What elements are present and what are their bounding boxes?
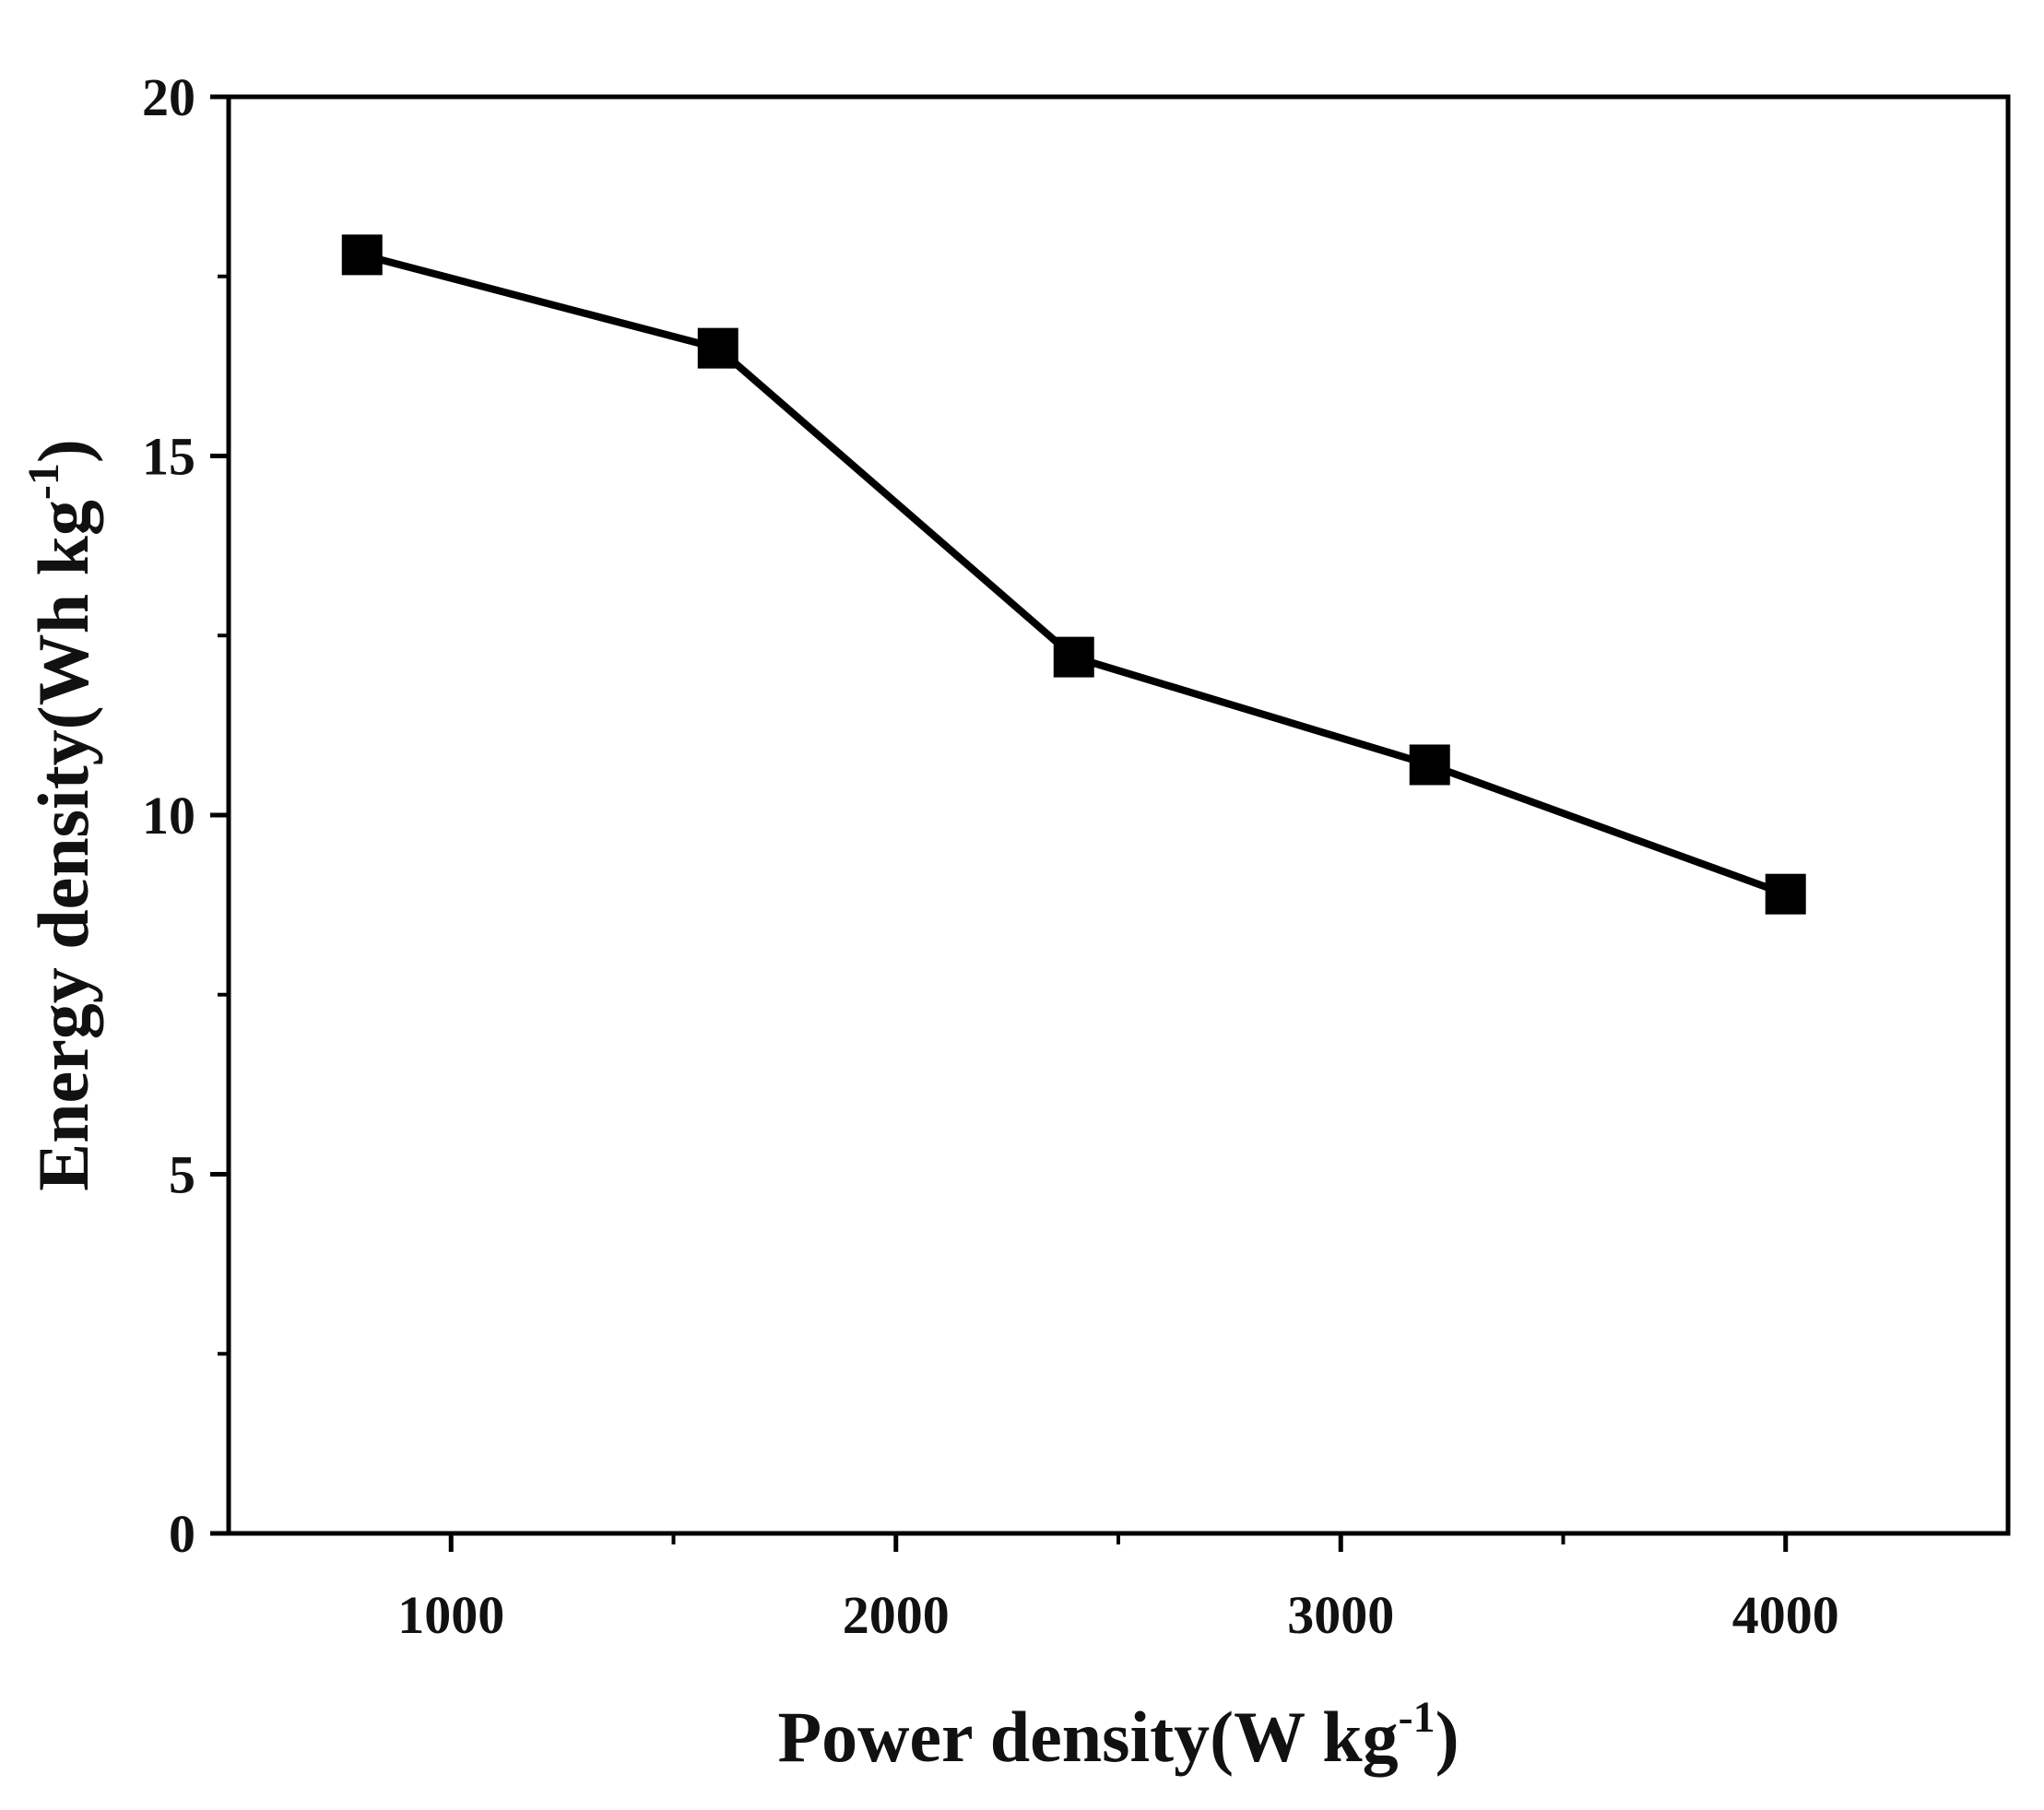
y-axis-title: Energy density(Wh kg-1) — [19, 439, 103, 1191]
data-point — [1053, 636, 1094, 678]
y-tick-label: 10 — [142, 786, 195, 846]
x-axis-ticks: 1000 2000 3000 4000 — [397, 1533, 1839, 1645]
y-tick-label: 20 — [142, 67, 195, 127]
data-point — [1765, 873, 1806, 915]
data-point — [697, 327, 738, 369]
y-axis-title-end: ) — [23, 439, 103, 463]
x-tick-label: 4000 — [1732, 1585, 1839, 1645]
x-tick-label: 2000 — [843, 1585, 950, 1645]
x-axis-title: Power density(W kg-1) — [777, 1693, 1459, 1777]
data-point — [1409, 744, 1450, 786]
y-tick-label: 15 — [142, 427, 195, 487]
x-axis-title-superscript: -1 — [1399, 1693, 1436, 1742]
series-line — [360, 251, 1788, 898]
series-group — [341, 234, 1806, 915]
x-tick-label: 1000 — [397, 1585, 504, 1645]
y-tick-label: 5 — [169, 1145, 195, 1205]
plot-frame — [226, 94, 2011, 1536]
y-tick-label: 0 — [169, 1504, 195, 1564]
x-axis-title-end: ) — [1436, 1697, 1459, 1777]
y-axis-title-superscript: -1 — [19, 463, 68, 500]
x-axis-title-main: Power density(W kg — [777, 1697, 1398, 1777]
x-tick-label: 3000 — [1287, 1585, 1394, 1645]
y-axis-title-main: Energy density(Wh kg — [23, 500, 103, 1191]
data-point — [341, 234, 383, 276]
y-axis-ticks: 0 5 10 15 20 — [142, 67, 229, 1564]
